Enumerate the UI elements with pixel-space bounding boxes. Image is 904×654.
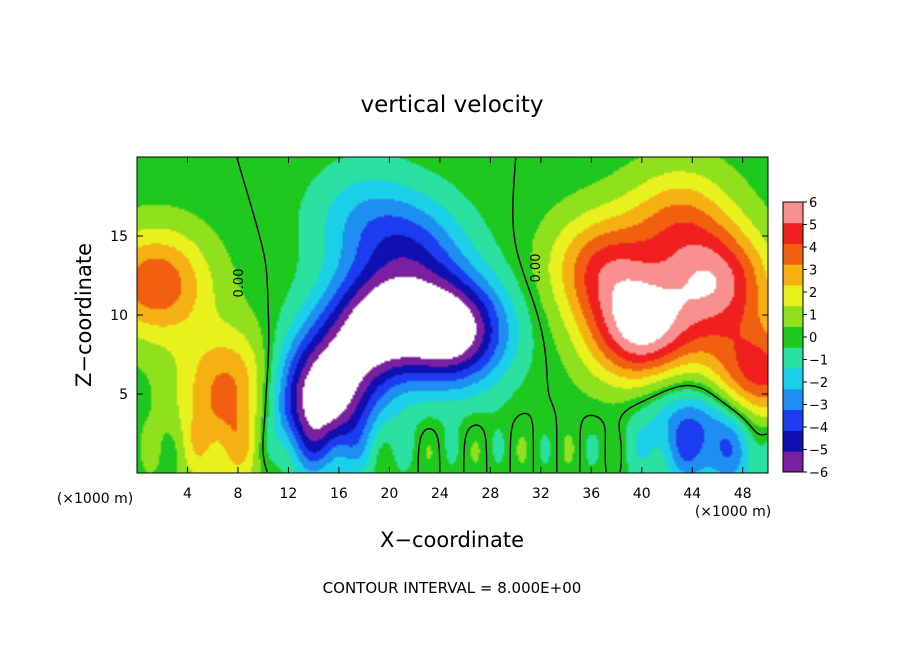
y-axis: 5 10 15 [110,229,768,403]
x-tick-label: 24 [431,486,449,502]
x-tick-label: 20 [380,486,398,502]
y-axis-label: Z−coordinate [72,243,96,387]
y-tick-label: 10 [110,308,128,324]
colorbar-label: 2 [809,286,817,301]
x-tick-label: 8 [233,486,242,502]
heatmap-field [137,157,768,473]
chart-title: vertical velocity [361,92,544,118]
colorbar-label: −5 [809,444,828,459]
colorbar-label: 6 [809,196,817,211]
contour-label-1: 0.00 [232,269,247,298]
x-unit-right: (×1000 m) [695,504,771,520]
colorbar-label: −6 [809,466,828,481]
colorbar-band [783,222,803,244]
colorbar: 6 5 4 3 2 1 0 −1 −2 −3 −4 −5 −6 [782,196,828,481]
colorbar-label: 5 [809,219,817,234]
x-unit-left: (×1000 m) [57,491,133,507]
colorbar-band [783,368,803,390]
x-axis-label: X−coordinate [380,528,524,552]
x-tick-label: 16 [330,486,348,502]
colorbar-label: 3 [809,264,817,279]
colorbar-band [783,451,803,473]
contour-label-2: 0.00 [529,254,544,283]
x-tick-label: 32 [532,486,550,502]
colorbar-band [783,243,803,265]
x-tick-label: 4 [183,486,192,502]
colorbar-band [783,264,803,286]
x-tick-label: 44 [683,486,701,502]
colorbar-label: 1 [809,309,817,324]
contour-interval-note: CONTOUR INTERVAL = 8.000E+00 [323,579,582,597]
colorbar-band [783,347,803,369]
colorbar-band [783,388,803,411]
zero-contour-lines [236,157,768,473]
y-tick-label: 5 [119,387,128,403]
colorbar-label: −2 [809,376,828,391]
colorbar-label: −3 [809,399,828,414]
colorbar-band [783,409,803,431]
x-tick-label: 12 [280,486,298,502]
colorbar-label: −1 [809,354,828,369]
x-tick-label: 36 [582,486,600,502]
colorbar-label: 4 [809,241,817,256]
x-tick-label: 48 [734,486,752,502]
colorbar-band [783,326,803,348]
x-tick-label: 28 [481,486,499,502]
zero-contour-path [236,157,768,473]
plot-area: 0.00 0.00 [136,156,769,474]
colorbar-band [783,305,803,328]
x-axis: 4 8 12 16 20 24 28 32 36 40 44 48 [183,157,752,502]
colorbar-label: −4 [809,421,828,436]
y-tick-label: 15 [110,229,128,245]
colorbar-band [783,285,803,307]
x-tick-label: 40 [633,486,651,502]
colorbar-label: 0 [809,331,817,346]
colorbar-band [783,430,803,452]
colorbar-band [783,202,803,224]
